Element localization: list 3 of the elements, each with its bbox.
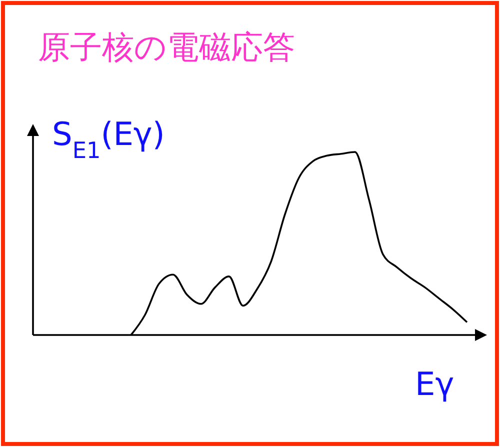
- x-axis-title: Eγ: [415, 365, 454, 403]
- chart-title: 原子核の電磁応答: [38, 28, 295, 66]
- y-axis-title: S$_{E1}$(Eγ): [52, 115, 165, 164]
